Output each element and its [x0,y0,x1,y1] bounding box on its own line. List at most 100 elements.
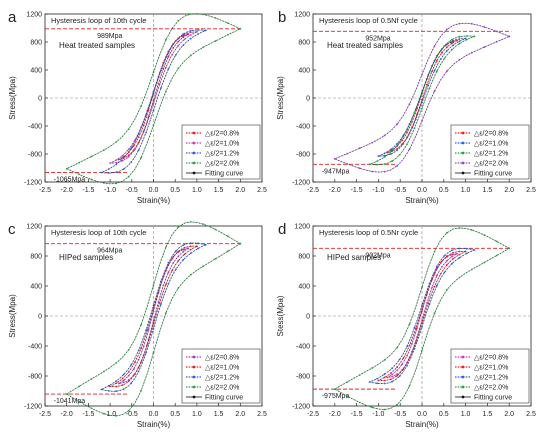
series-2-point [183,246,186,249]
series-4-point [177,67,180,70]
series-4-point [140,156,143,159]
legend-marker [461,151,465,155]
y-tick-label: -800 [28,152,42,159]
series-1-point [396,373,398,376]
x-tick-label: -0.5 [394,411,406,418]
series-3-point [465,38,468,41]
sample-label: HIPed samples [327,253,381,262]
x-tick-label: 2.5 [257,411,267,418]
y-tick-label: -1200 [24,180,42,187]
series-4-point [333,388,336,390]
series-1-point [182,36,185,39]
x-tick-label: 1.0 [192,187,202,194]
x-axis-label: Strain(%) [137,420,171,429]
max-stress-label: 964Mpa [97,248,122,255]
series-3-point [383,373,386,376]
legend-entry: △ε/2=1.2% [474,151,508,158]
series-4-point [214,17,217,19]
x-axis-label: Strain(%) [405,420,439,429]
series-4-point [177,226,180,229]
series-4-point [383,170,386,173]
series-4 [65,13,242,185]
series-4-point [165,312,167,314]
series-3-point [458,42,461,45]
chart-title: Hysteresis loop of 10th cycle [51,16,146,25]
series-2-point [464,250,467,253]
series-3-point [406,143,408,146]
series-3-point [115,171,118,174]
sample-label: Heat treated samples [327,41,403,50]
series-3-point [391,160,393,163]
series-3-point [465,252,468,255]
series-3-point [182,244,185,247]
series-2-point [390,378,392,381]
series-3-point [451,262,453,265]
x-tick-label: 0.0 [417,187,427,194]
series-3-point [391,150,393,152]
series-4-point [127,175,130,178]
y-tick-label: -800 [28,374,42,381]
series-4-point [470,22,473,25]
legend-marker [192,395,196,399]
series-1-point [117,382,120,385]
legend-box [181,124,261,180]
series-2-point [171,269,174,272]
series-4-point [371,406,374,409]
legend-marker [192,365,196,369]
series-1-point [172,262,175,264]
legend-marker [192,161,196,165]
legend-entry: △ε/2=1.0% [474,365,508,372]
series-3-point [182,44,185,47]
series-2-point [414,118,417,121]
series-4-point [371,141,374,144]
series-3-point [122,168,125,170]
series-4-point [371,367,374,369]
legend: △ε/2=0.8% △ε/2=1.0% △ε/2=1.2% △ε/2=2.0% Fitt… [181,348,261,404]
x-tick-label: 0.5 [170,411,180,418]
series-1-point [396,147,398,150]
series-4-point [152,71,155,74]
series-3-point [413,347,416,350]
y-axis-label: Stess(Mpa) [276,295,285,336]
x-tick-label: 2.0 [504,411,514,418]
series-2-point [408,132,411,135]
series-4-point [115,182,118,185]
series-3-point [443,57,446,60]
series-3-point [115,163,118,166]
series-2-point [171,53,174,56]
legend-marker [461,171,465,175]
x-tick-label: 1.5 [483,411,493,418]
series-3-point [197,247,200,250]
series-4-point [446,28,448,31]
x-tick-label: 1.5 [483,187,493,194]
series-2-point [390,148,392,151]
x-tick-label: -1.5 [351,187,363,194]
series-3 [368,247,476,385]
series-1-point [182,250,185,253]
legend-entry: △ε/2=0.8% [474,131,508,138]
series-3-point [122,156,125,159]
y-tick-label: 400 [298,68,310,75]
series-2-point [414,327,417,330]
series-4-point [408,148,411,151]
series-3-point [160,69,162,72]
x-tick-label: -2.0 [329,187,341,194]
series-3-point [160,280,162,283]
x-tick-label: -2.0 [61,411,73,418]
series-2-point [464,37,467,40]
series-2-point [165,66,167,69]
series-1-point [177,255,180,258]
series-4-point [333,158,336,160]
series-3-point [108,172,110,174]
series-1-point [127,374,130,377]
series-2-point [421,101,423,104]
min-stress-label: -1065Mpa [54,177,86,184]
series-1-point [406,131,408,134]
series-3-point [189,242,192,245]
series-3-point [376,377,379,380]
x-tick-label: 1.0 [192,411,202,418]
series-3-point [428,303,431,306]
series-4-point [458,227,461,229]
series-3-point [174,40,177,42]
series-2-point [115,161,118,164]
